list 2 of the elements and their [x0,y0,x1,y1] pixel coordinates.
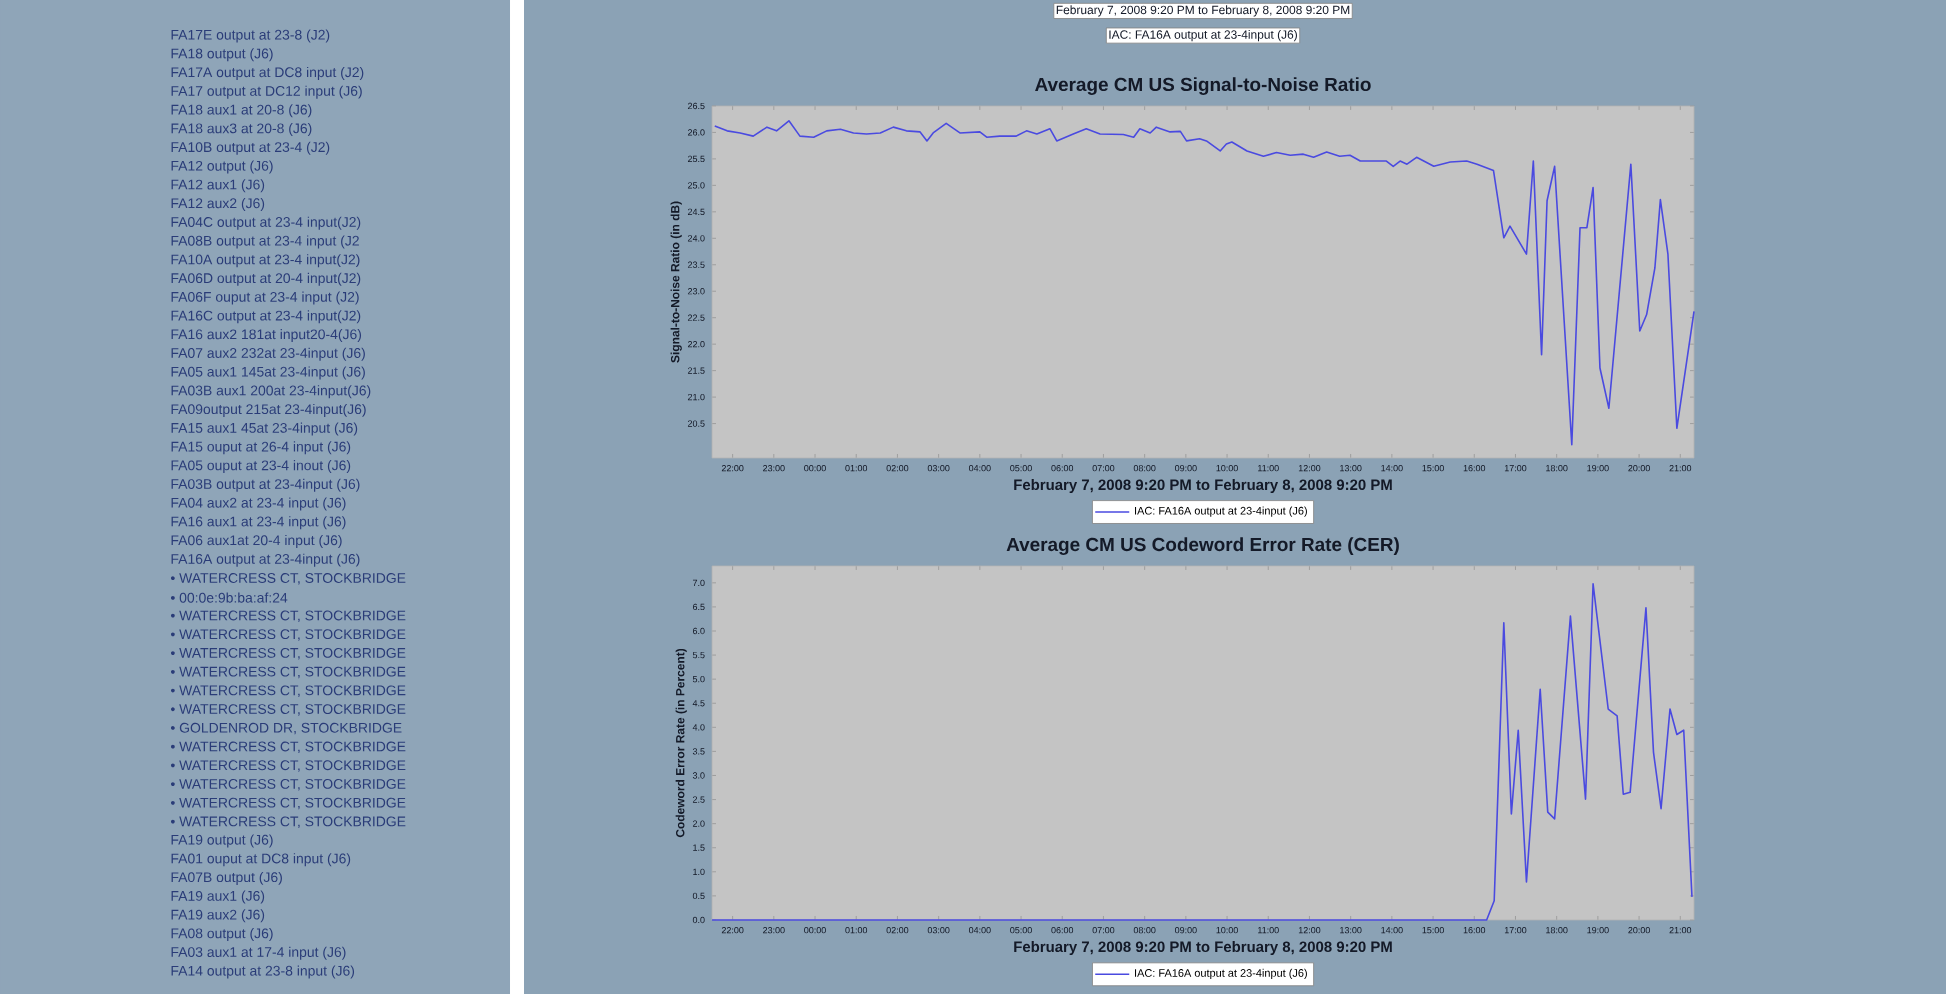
chart-title: Average CM US Codeword Error Rate (CER) [1006,537,1399,555]
chart-title: Average CM US Signal-to-Noise Ratio [1035,77,1371,95]
